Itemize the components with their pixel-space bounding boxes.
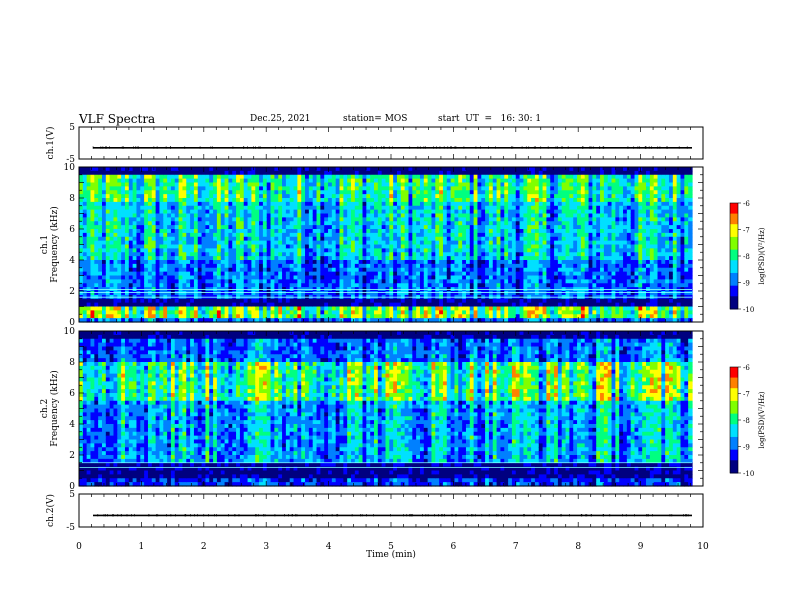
ch2-spectrogram-ytick-2: 2 bbox=[69, 451, 75, 461]
ch1-spectrogram-ytick-6: 6 bbox=[69, 225, 75, 235]
ch2-waveform-ytick-5: 5 bbox=[69, 490, 75, 500]
ch1-spectrogram-ylabel-channel: ch.1 bbox=[40, 235, 50, 254]
ch2-spectrogram-cbar-tick--7: -7 bbox=[743, 391, 750, 399]
ch1-waveform-ytick-5: 5 bbox=[69, 123, 75, 133]
ch2-spectrogram-ytick-0: 0 bbox=[69, 482, 75, 492]
xtick-5: 5 bbox=[388, 542, 394, 552]
xtick-4: 4 bbox=[326, 542, 332, 552]
ch2-spectrogram-image bbox=[79, 331, 693, 487]
station-label: station= MOS bbox=[343, 114, 408, 124]
ch1-spectrogram-ytick-10: 10 bbox=[64, 163, 76, 173]
ch1-spectrogram-cbar-tick--7: -7 bbox=[743, 227, 750, 235]
xtick-1: 1 bbox=[139, 542, 145, 552]
xtick-6: 6 bbox=[451, 542, 457, 552]
ch2-spectrogram-colorbar: -6 -7 -8 -9 -10 log(PSD)(V²/Hz) bbox=[729, 364, 766, 478]
ch2-spectrogram-ytick-10: 10 bbox=[64, 327, 76, 337]
ch1-spectrogram-cbar-tick--6: -6 bbox=[743, 200, 750, 208]
xtick-3: 3 bbox=[263, 542, 269, 552]
ch2-spectrogram-ylabel-freq: Frequency (kHz) bbox=[49, 370, 60, 447]
xtick-8: 8 bbox=[575, 542, 581, 552]
ch2-spectrogram-cbar-tick--6: -6 bbox=[743, 364, 750, 372]
ch1-spectrogram-cbar-tick--10: -10 bbox=[743, 306, 754, 314]
ch1-spectrogram-ylabel-freq: Frequency (kHz) bbox=[49, 206, 60, 283]
date-label: Dec.25, 2021 bbox=[250, 114, 311, 124]
ch1-spectrogram-colorbar: -6 -7 -8 -9 -10 log(PSD)(V²/Hz) bbox=[729, 200, 766, 314]
xaxis-label: Time (min) bbox=[366, 549, 416, 560]
start-time-label: start UT = 16: 30: 1 bbox=[438, 114, 542, 124]
ch1-spectrogram-ytick-0: 0 bbox=[69, 318, 75, 328]
xtick-9: 9 bbox=[638, 542, 644, 552]
ch1-spectrogram-ytick-4: 4 bbox=[69, 256, 75, 266]
ch2-spectrogram-ytick-8: 8 bbox=[69, 358, 75, 368]
ch1-spectrogram-ytick-8: 8 bbox=[69, 194, 75, 204]
ch1-waveform-ytick--5: -5 bbox=[66, 155, 75, 165]
ch2-waveform-ylabel: ch.2(V) bbox=[45, 494, 56, 527]
xtick-0: 0 bbox=[76, 542, 82, 552]
ch2-spectrogram-cbar-tick--8: -8 bbox=[743, 417, 750, 425]
ch2-spectrogram-ytick-4: 4 bbox=[69, 420, 75, 430]
ch1-spectrogram-image bbox=[79, 167, 693, 323]
chart-title: VLF Spectra bbox=[79, 112, 156, 126]
xtick-7: 7 bbox=[513, 542, 519, 552]
ch1-spectrogram-cbar-label: log(PSD)(V²/Hz) bbox=[758, 227, 766, 284]
ch2-spectrogram-cbar-label: log(PSD)(V²/Hz) bbox=[758, 391, 766, 448]
xtick-10: 10 bbox=[697, 542, 709, 552]
ch1-spectrogram-ytick-2: 2 bbox=[69, 287, 75, 297]
ch2-spectrogram-cbar-tick--9: -9 bbox=[743, 444, 750, 452]
ch1-waveform-ylabel: ch.1(V) bbox=[45, 127, 56, 160]
ch2-spectrogram-cbar-tick--10: -10 bbox=[743, 470, 754, 478]
ch2-spectrogram-ylabel-channel: ch.2 bbox=[40, 399, 50, 418]
xtick-2: 2 bbox=[201, 542, 207, 552]
ch1-spectrogram-cbar-tick--9: -9 bbox=[743, 280, 750, 288]
ch2-waveform-ytick--5: -5 bbox=[66, 523, 75, 533]
ch2-spectrogram-ytick-6: 6 bbox=[69, 389, 75, 399]
ch1-spectrogram-cbar-tick--8: -8 bbox=[743, 253, 750, 261]
